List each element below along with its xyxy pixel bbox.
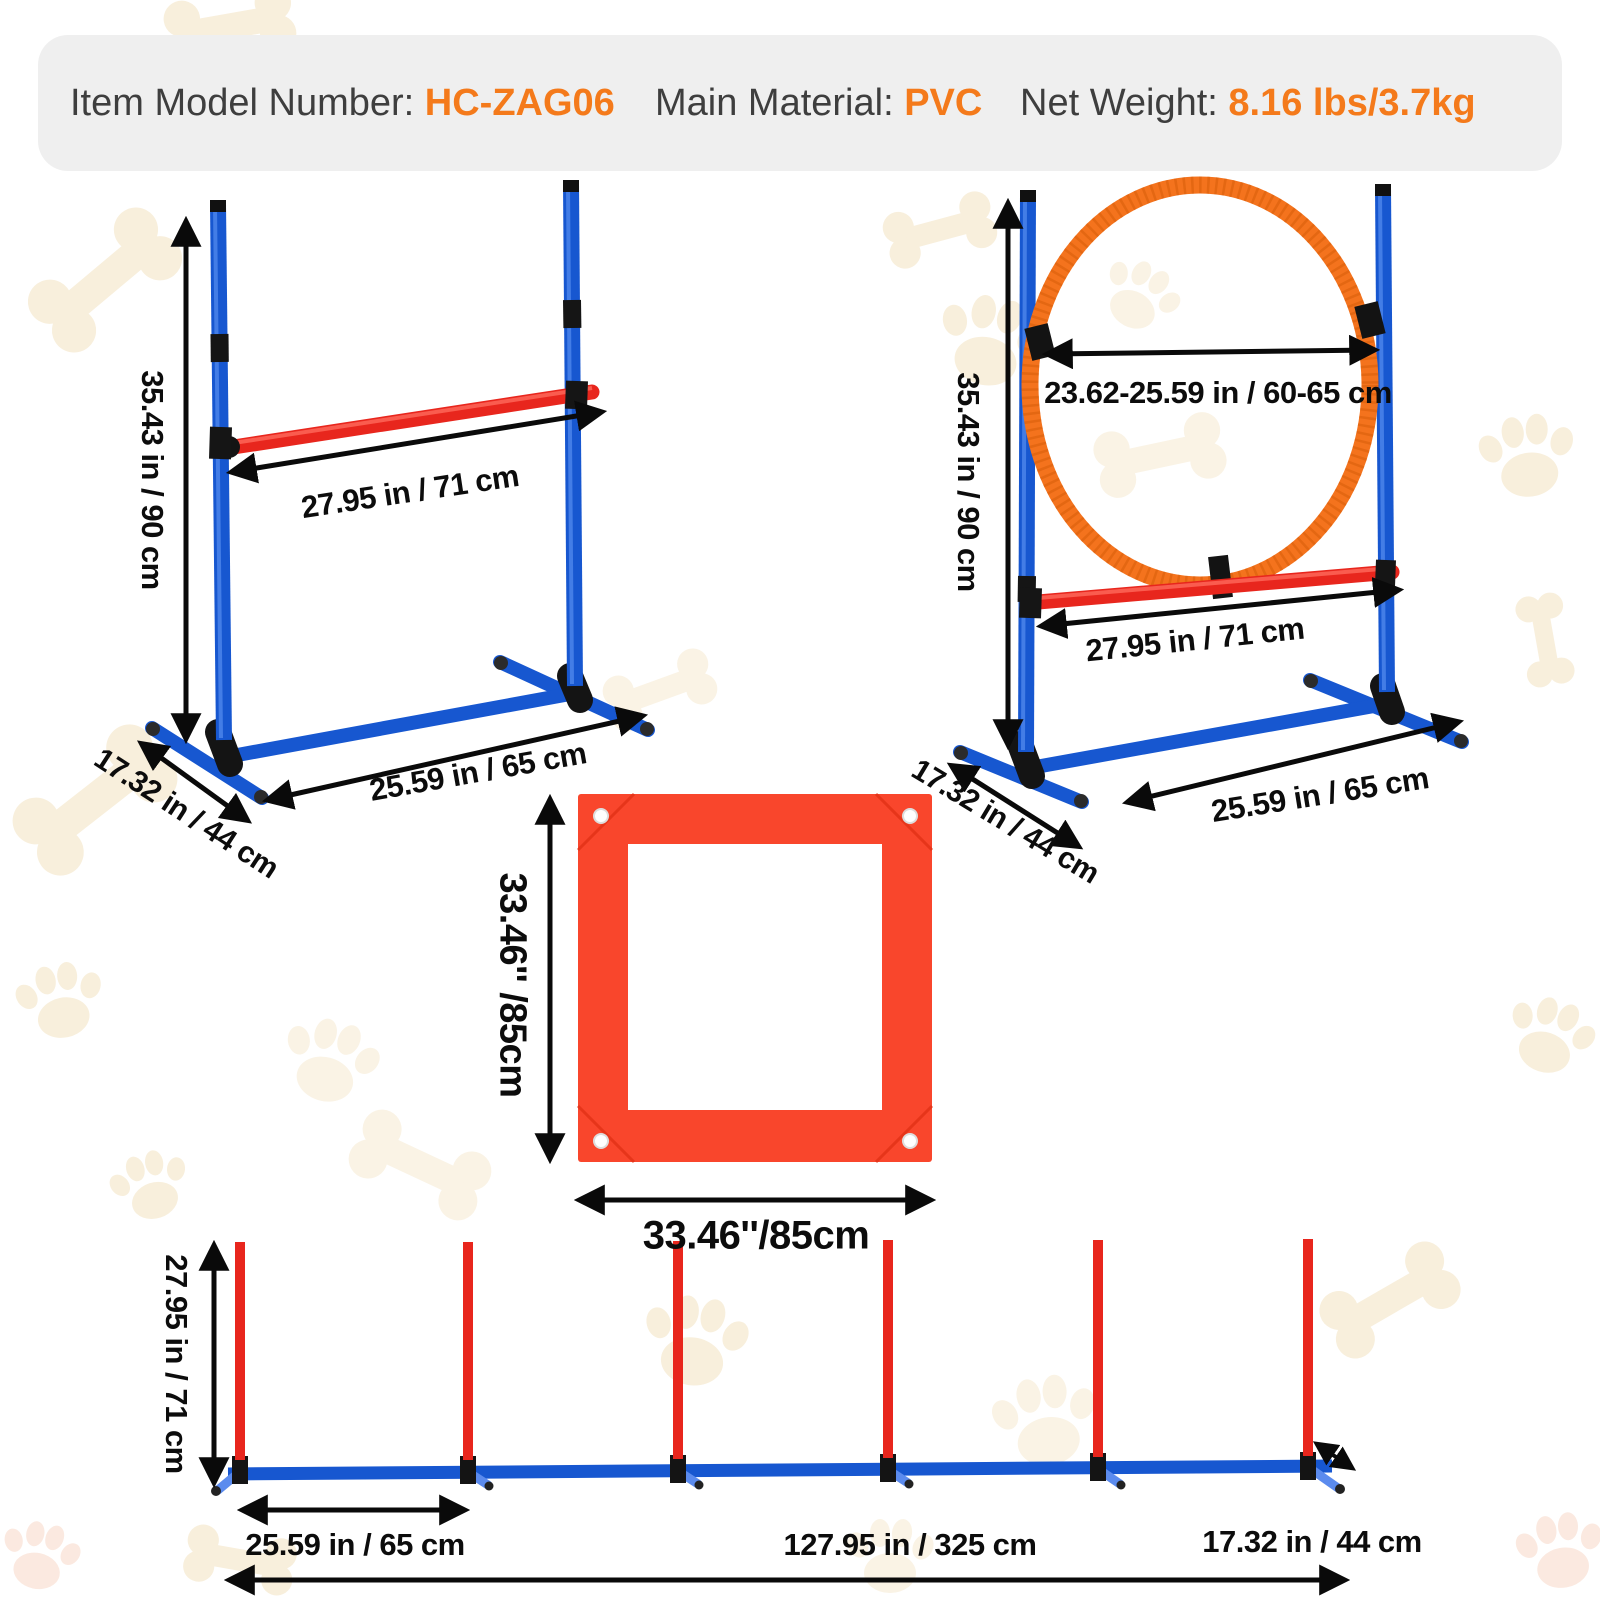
weight-label: Net Weight: xyxy=(1020,82,1218,124)
material-label: Main Material: xyxy=(655,82,894,124)
hurdle-crossbar xyxy=(209,380,600,460)
item-model-value: HC-ZAG06 xyxy=(424,82,615,124)
ring-diameter-label: 23.62-25.59 in / 60-65 cm xyxy=(1044,375,1392,410)
weave-base-bar xyxy=(227,1459,1333,1481)
weave-poles-diagram xyxy=(198,1239,1357,1596)
weave-depth-label: 17.32 in / 44 cm xyxy=(1202,1524,1422,1559)
pause-box-opening xyxy=(628,844,882,1110)
weight-value: 8.16 lbs/3.7kg xyxy=(1228,82,1476,124)
item-model-label: Item Model Number: xyxy=(70,82,415,124)
weave-red-poles xyxy=(235,1239,1313,1460)
ring-diagram xyxy=(946,176,1469,850)
pause-box-diagram xyxy=(534,792,937,1216)
weave-dimension-arrows xyxy=(198,1239,1357,1596)
hurdle-diagram xyxy=(136,180,655,824)
spec-header-bar: Item Model Number: HC-ZAG06 Main Materia… xyxy=(38,35,1562,171)
weave-connectors xyxy=(232,1452,1316,1484)
ring-dimension-arrows xyxy=(946,197,1465,850)
hurdle-dimension-arrows xyxy=(136,215,649,824)
spec-item-model: Item Model Number: HC-ZAG06 xyxy=(70,35,615,171)
spec-main-material: Main Material: PVC xyxy=(655,35,982,171)
material-value: PVC xyxy=(904,82,983,124)
weave-total-label: 127.95 in / 325 cm xyxy=(783,1527,1037,1562)
weave-stub-caps xyxy=(211,1479,1345,1496)
pause-box-grommets xyxy=(593,808,918,1149)
weave-spacing-label: 25.59 in / 65 cm xyxy=(245,1527,465,1562)
pause-box-dimension-arrows xyxy=(534,793,937,1216)
pause-box-width-label: 33.46''/85cm xyxy=(642,1213,870,1258)
weave-height-label: 27.95 in / 71 cm xyxy=(159,1254,194,1474)
ring-height-label: 35.43 in / 90 cm xyxy=(951,372,986,592)
pause-box-height-label: 33.46'' /85cm xyxy=(491,872,534,1098)
hurdle-poles xyxy=(210,180,583,741)
spec-net-weight: Net Weight: 8.16 lbs/3.7kg xyxy=(1020,35,1476,171)
hurdle-height-label: 35.43 in / 90 cm xyxy=(135,370,170,590)
